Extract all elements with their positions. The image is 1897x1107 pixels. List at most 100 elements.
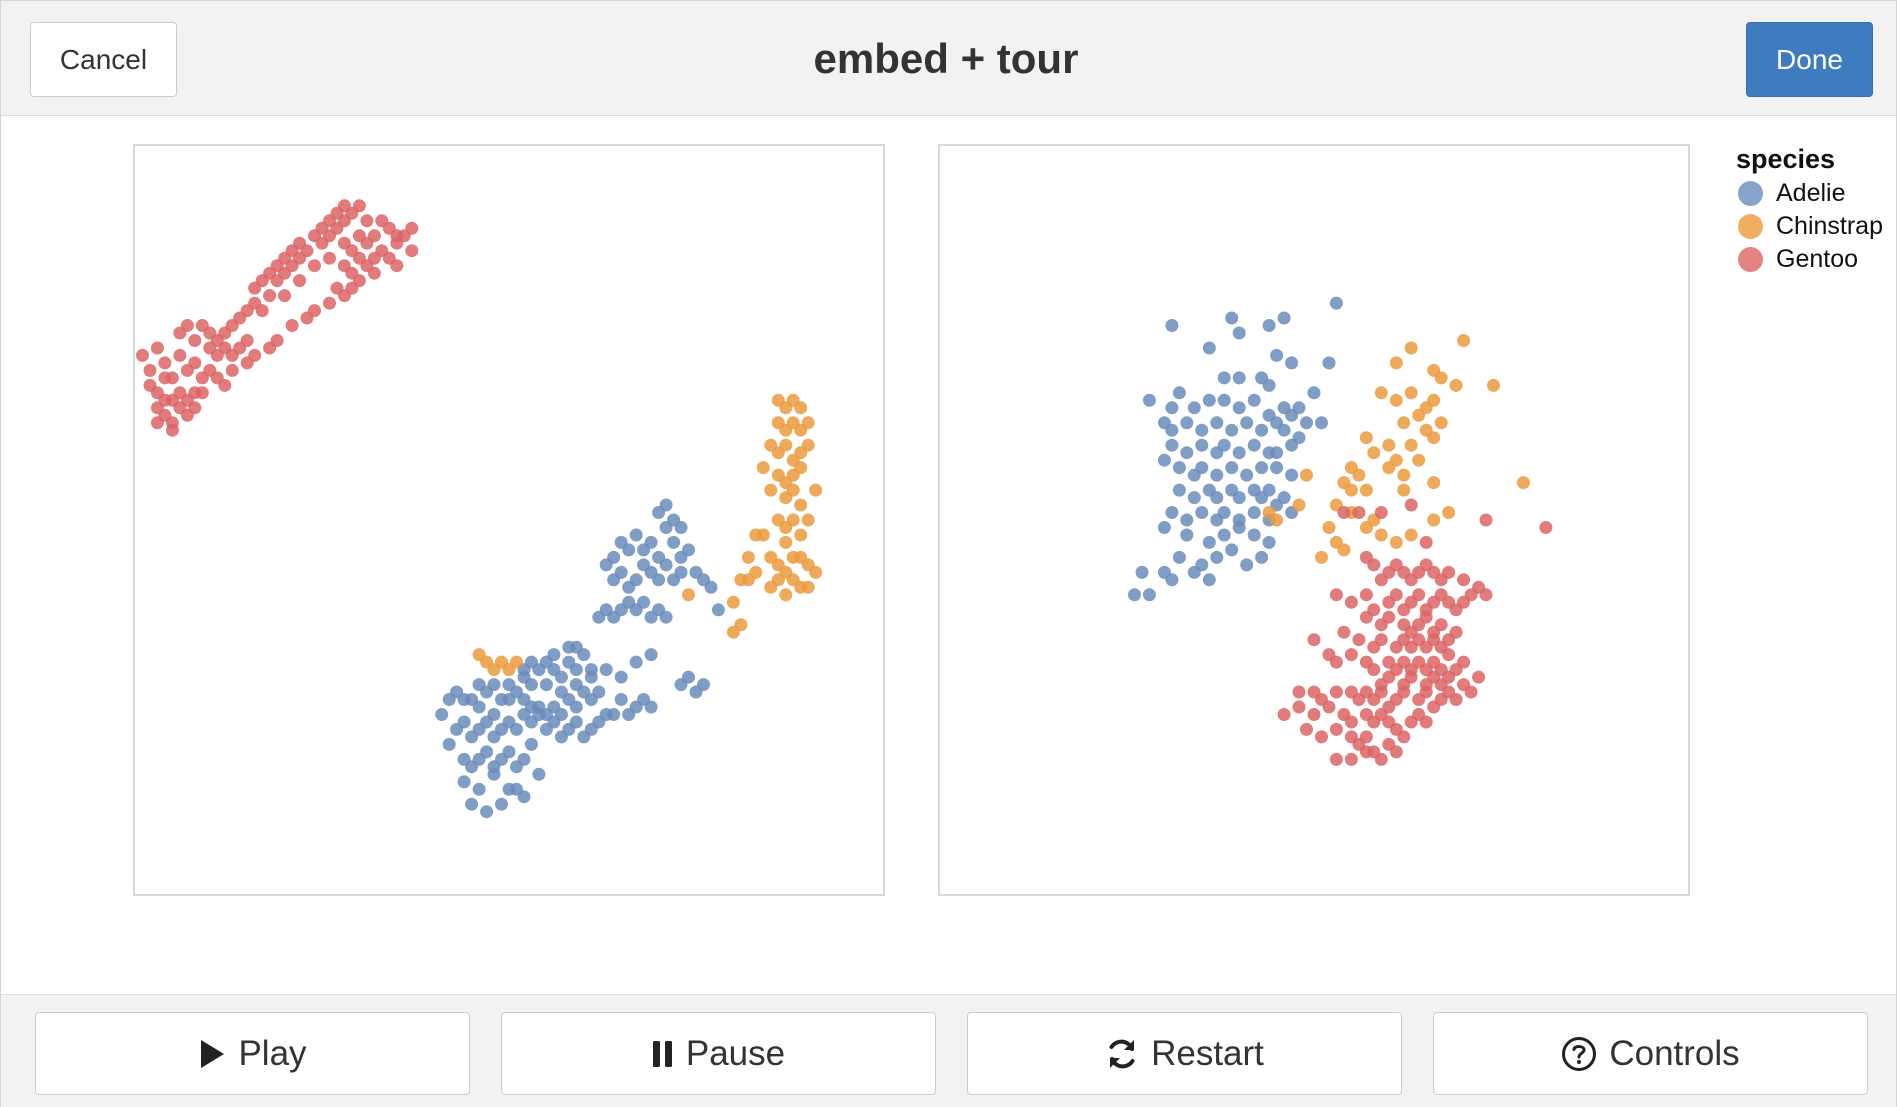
point-chinstrap: [1389, 535, 1403, 549]
point-adelie: [1270, 446, 1284, 460]
point-gentoo: [1449, 625, 1463, 639]
point-gentoo: [1449, 693, 1463, 706]
point-chinstrap: [741, 550, 755, 564]
point-chinstrap: [1389, 356, 1403, 370]
point-chinstrap: [1404, 438, 1418, 452]
point-adelie: [480, 805, 494, 819]
point-adelie: [487, 708, 501, 721]
restart-button[interactable]: Restart: [967, 1012, 1402, 1095]
point-adelie: [674, 565, 688, 579]
point-adelie: [584, 670, 598, 684]
point-adelie: [1217, 371, 1231, 385]
footer-controls: Play Pause Restart Controls: [1, 994, 1896, 1107]
point-adelie: [1285, 356, 1299, 370]
point-chinstrap: [764, 580, 778, 594]
tour-plot-panel[interactable]: [938, 144, 1690, 896]
point-chinstrap: [1337, 543, 1351, 557]
point-adelie: [1217, 438, 1231, 452]
controls-button[interactable]: Controls: [1433, 1012, 1868, 1095]
tour-scatter-plot[interactable]: [940, 146, 1688, 894]
point-chinstrap: [756, 461, 770, 475]
point-adelie: [1128, 588, 1141, 602]
point-chinstrap: [1404, 386, 1418, 400]
point-chinstrap: [1292, 498, 1306, 512]
pause-icon: [652, 1040, 672, 1067]
point-chinstrap: [779, 588, 793, 602]
pause-button[interactable]: Pause: [501, 1012, 936, 1095]
point-adelie: [637, 595, 651, 609]
point-chinstrap: [794, 528, 808, 542]
point-adelie: [480, 745, 494, 759]
point-chinstrap: [1404, 528, 1418, 542]
point-gentoo: [278, 289, 292, 303]
point-gentoo: [1300, 722, 1313, 736]
point-adelie: [539, 678, 553, 692]
point-gentoo: [390, 259, 404, 273]
point-gentoo: [263, 341, 277, 355]
point-adelie: [1329, 296, 1343, 310]
legend-label-adelie: Adelie: [1776, 179, 1846, 207]
point-chinstrap: [734, 618, 748, 632]
point-adelie: [667, 535, 681, 549]
point-adelie: [502, 745, 516, 759]
point-adelie: [465, 797, 479, 811]
point-adelie: [1165, 573, 1179, 587]
point-adelie: [1210, 550, 1224, 564]
point-gentoo: [1329, 722, 1343, 736]
embedding-scatter-plot[interactable]: [135, 146, 883, 894]
point-gentoo: [1337, 625, 1351, 639]
point-adelie: [1165, 438, 1179, 452]
legend-item-gentoo: Gentoo: [1736, 243, 1886, 276]
point-adelie: [524, 678, 538, 692]
point-adelie: [1307, 386, 1321, 400]
point-gentoo: [1412, 588, 1426, 602]
play-label: Play: [238, 1033, 307, 1073]
point-chinstrap: [749, 528, 763, 542]
point-gentoo: [1374, 685, 1388, 699]
legend-item-chinstrap: Chinstrap: [1736, 210, 1886, 243]
point-adelie: [1165, 423, 1179, 437]
point-chinstrap: [794, 498, 808, 512]
point-chinstrap: [764, 483, 778, 497]
point-chinstrap: [1449, 378, 1463, 392]
point-adelie: [1165, 319, 1179, 332]
point-chinstrap: [1516, 476, 1530, 490]
point-chinstrap: [1374, 386, 1388, 400]
point-adelie: [1232, 401, 1246, 415]
point-adelie: [1232, 491, 1246, 505]
point-adelie: [1202, 573, 1216, 587]
legend-swatch-chinstrap: [1738, 214, 1763, 239]
page-title: embed + tour: [813, 35, 1079, 82]
point-adelie: [435, 708, 449, 721]
cancel-button[interactable]: Cancel: [30, 22, 177, 97]
point-adelie: [1180, 416, 1194, 430]
point-gentoo: [240, 356, 254, 370]
point-gentoo: [150, 416, 164, 430]
point-gentoo: [323, 296, 336, 310]
point-gentoo: [308, 259, 321, 273]
point-gentoo: [1344, 595, 1358, 609]
point-adelie: [1142, 393, 1156, 407]
point-chinstrap: [779, 535, 793, 549]
point-adelie: [1165, 506, 1179, 519]
point-adelie: [682, 670, 695, 684]
point-chinstrap: [682, 588, 695, 602]
point-chinstrap: [1427, 393, 1441, 407]
point-adelie: [1232, 326, 1246, 340]
point-chinstrap: [1270, 513, 1284, 527]
play-icon: [201, 1039, 225, 1068]
point-chinstrap: [1412, 453, 1426, 467]
point-chinstrap: [1352, 468, 1366, 482]
point-chinstrap: [1404, 341, 1418, 355]
point-chinstrap: [779, 438, 793, 452]
point-adelie: [554, 685, 568, 699]
point-gentoo: [143, 363, 157, 377]
point-gentoo: [1442, 648, 1456, 662]
point-gentoo: [1539, 521, 1553, 534]
embedding-plot-panel[interactable]: [133, 144, 885, 896]
done-button[interactable]: Done: [1746, 22, 1873, 97]
play-button[interactable]: Play: [35, 1012, 470, 1095]
point-gentoo: [345, 281, 359, 295]
species-legend: species Adelie Chinstrap Gentoo: [1736, 141, 1886, 276]
